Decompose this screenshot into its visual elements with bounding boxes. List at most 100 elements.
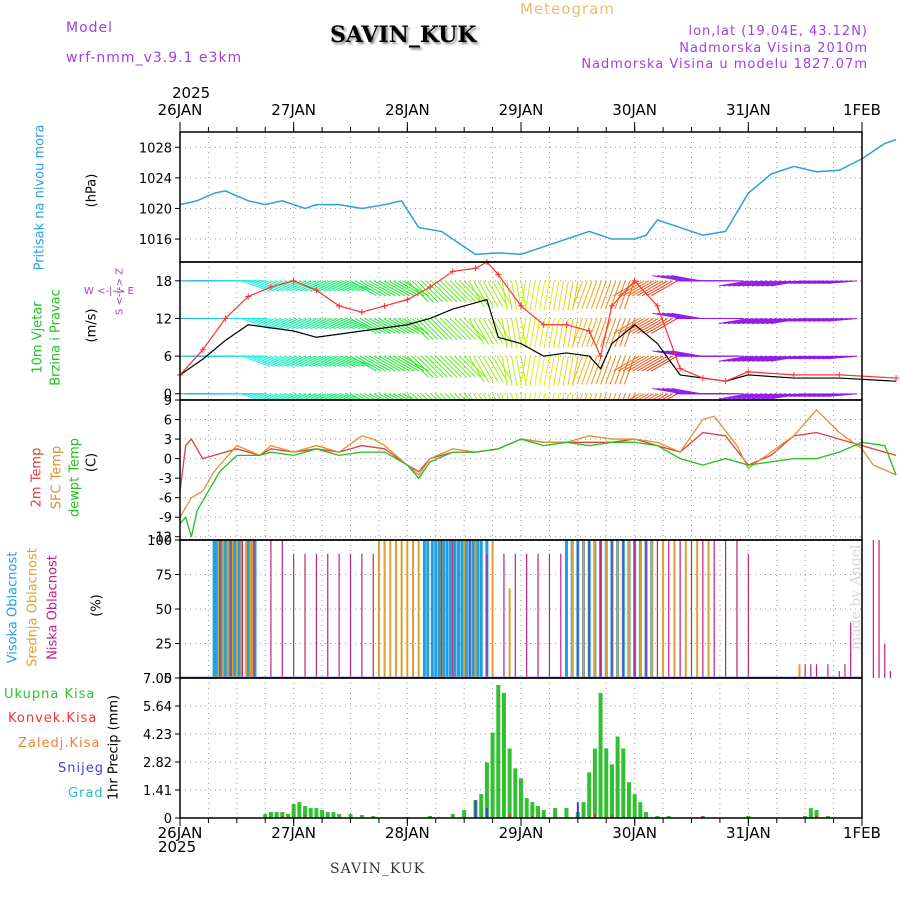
wind-barb bbox=[657, 388, 687, 395]
wind-barb bbox=[655, 393, 669, 400]
wind-barb bbox=[477, 355, 494, 383]
wind-barb bbox=[567, 356, 574, 386]
wind-barb bbox=[416, 280, 439, 303]
wind-barb bbox=[566, 393, 569, 400]
precip-total-bar bbox=[348, 814, 353, 818]
wind-barb bbox=[636, 280, 664, 297]
wind-barb bbox=[723, 393, 754, 400]
product-title: Meteogram bbox=[520, 0, 615, 18]
wind-barb bbox=[492, 280, 509, 308]
legend-conv-rain: Konvek.Kisa bbox=[8, 711, 98, 726]
y-tick-label: 1.41 bbox=[143, 784, 172, 799]
wind-barb bbox=[534, 318, 541, 349]
wind-barb bbox=[250, 280, 280, 292]
wind-barb bbox=[756, 317, 787, 325]
wind-barb bbox=[373, 393, 387, 400]
wind-barb bbox=[557, 393, 560, 400]
wind-barb bbox=[321, 355, 351, 367]
precip-total-bar bbox=[541, 810, 546, 818]
x-tick-label-top: 27JAN bbox=[271, 101, 316, 119]
wind-barb bbox=[312, 393, 332, 400]
wind-barb bbox=[477, 393, 483, 400]
wind-barb bbox=[373, 318, 401, 334]
wind-barb bbox=[492, 318, 509, 345]
wind-barb bbox=[392, 318, 420, 334]
wind-barb bbox=[421, 355, 444, 378]
wind-barb bbox=[269, 393, 289, 400]
wind-barb bbox=[421, 280, 444, 303]
wind-barb bbox=[336, 280, 365, 292]
wind-barb bbox=[543, 280, 550, 311]
wind-barb bbox=[627, 280, 654, 297]
precip-total-bar bbox=[285, 814, 290, 818]
wind-barb bbox=[622, 355, 650, 372]
precip-total-bar bbox=[553, 808, 558, 818]
wind-barb bbox=[533, 393, 536, 400]
wind-dir-key: W <-|-> E bbox=[84, 286, 134, 297]
wind-barb bbox=[520, 318, 527, 349]
wind-barb bbox=[373, 355, 401, 372]
year-top: 2025 bbox=[172, 84, 211, 102]
wind-barb bbox=[576, 318, 588, 347]
y-tick-label: 100 bbox=[147, 534, 172, 549]
wind-barb bbox=[326, 280, 356, 292]
wind-barb bbox=[581, 355, 593, 385]
wind-barb bbox=[742, 355, 773, 362]
wind-barb bbox=[378, 355, 406, 372]
wind-barb bbox=[392, 280, 420, 297]
wind-barb bbox=[340, 393, 360, 400]
wind-barb bbox=[274, 280, 304, 292]
precip-total-bar bbox=[592, 748, 597, 818]
wind-barb bbox=[827, 280, 858, 284]
wind-barb bbox=[646, 280, 673, 297]
wind-barb bbox=[747, 355, 777, 362]
wind-barb bbox=[317, 317, 346, 330]
wind-barb bbox=[562, 318, 569, 349]
precip-total-bar bbox=[524, 798, 529, 818]
x-tick-label-top: 30JAN bbox=[612, 101, 657, 119]
wind-barb bbox=[637, 393, 650, 400]
wind-barb bbox=[617, 393, 621, 400]
wind-barb bbox=[581, 318, 593, 347]
wind-barb bbox=[666, 350, 697, 357]
wind-barb bbox=[529, 280, 536, 311]
wind-barb bbox=[632, 280, 659, 297]
wind-barb bbox=[317, 280, 346, 292]
wind-barb bbox=[603, 393, 607, 400]
wind-barb bbox=[571, 355, 584, 385]
wind-barb bbox=[411, 355, 434, 378]
x-tick-label-top: 29JAN bbox=[499, 101, 544, 119]
y-tick-label: 1028 bbox=[139, 141, 172, 156]
wind-barb bbox=[383, 355, 410, 372]
wind-barb bbox=[435, 355, 458, 378]
wind-barb bbox=[397, 393, 410, 400]
precip-conv-bar bbox=[508, 814, 511, 818]
wind-barb bbox=[369, 393, 382, 400]
wind-barb bbox=[454, 280, 477, 303]
y-tick-label: 0 bbox=[164, 812, 172, 827]
wind-barb bbox=[302, 317, 332, 330]
wind-barb bbox=[671, 388, 702, 395]
precip-total-bar bbox=[803, 816, 808, 818]
wind-barb bbox=[378, 318, 406, 334]
wind-barb bbox=[665, 393, 678, 400]
wind-barb bbox=[548, 356, 555, 386]
wind-barb bbox=[425, 318, 448, 341]
wind-barb bbox=[571, 393, 574, 400]
wind-barb bbox=[444, 280, 467, 303]
wind-barb bbox=[538, 393, 541, 400]
wind-barb bbox=[298, 355, 327, 367]
wind-barb bbox=[440, 355, 463, 378]
wind-barb bbox=[529, 356, 536, 386]
wind-barb bbox=[506, 393, 509, 400]
precip-total-bar bbox=[484, 762, 489, 818]
elevation: Nadmorska Visina 2010m bbox=[679, 41, 868, 56]
wind-barb bbox=[354, 318, 382, 334]
wind-barb bbox=[732, 317, 763, 325]
precip-total-bar bbox=[666, 816, 671, 818]
wind-barb bbox=[487, 355, 504, 383]
wind-barb bbox=[661, 275, 692, 282]
wind-barb bbox=[298, 280, 327, 292]
precip-conv-bar bbox=[304, 815, 307, 818]
wind-barb bbox=[520, 393, 523, 400]
